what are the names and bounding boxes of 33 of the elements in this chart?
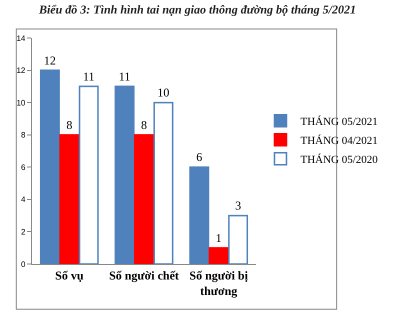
bar: [78, 86, 99, 264]
y-tick-label: 10: [16, 98, 26, 108]
data-label: 8: [66, 118, 72, 132]
y-tick-label: 8: [20, 130, 26, 140]
x-tick-label: Số người bị thương: [189, 268, 249, 298]
bar: [134, 134, 154, 264]
legend-label: THÁNG 05/2020: [300, 152, 378, 166]
data-label: 1: [216, 230, 222, 245]
y-tick-label: 12: [16, 66, 26, 76]
x-tick-label: Số vụ: [55, 268, 84, 282]
data-label: 11: [118, 69, 130, 84]
bar: [228, 214, 248, 264]
y-tick-label: 4: [20, 195, 26, 204]
data-label: 6: [196, 150, 202, 164]
legend-label: THÁNG 05/2021: [300, 114, 378, 128]
x-tick-label: Số người chết: [109, 268, 179, 282]
bar: [114, 86, 135, 264]
data-label: 10: [157, 86, 170, 100]
bar: [40, 70, 60, 264]
data-label: 8: [141, 118, 147, 132]
legend-label: THÁNG 04/2021: [300, 134, 378, 147]
bar: [153, 102, 174, 264]
y-tick-label: 14: [16, 34, 26, 43]
y-tick-label: 2: [20, 228, 26, 237]
y-tick-label: 0: [20, 260, 26, 269]
bar: [189, 166, 210, 264]
y-tick-label: 6: [20, 162, 26, 172]
chart-title: Biểu đồ 3: Tình hình tai nạn giao thông đường bộ tháng 5/2021: [38, 2, 356, 16]
data-label: 12: [44, 53, 56, 68]
bar: [208, 247, 229, 264]
data-label: 11: [82, 69, 95, 84]
data-label: 3: [235, 198, 242, 213]
bar: [59, 134, 80, 264]
